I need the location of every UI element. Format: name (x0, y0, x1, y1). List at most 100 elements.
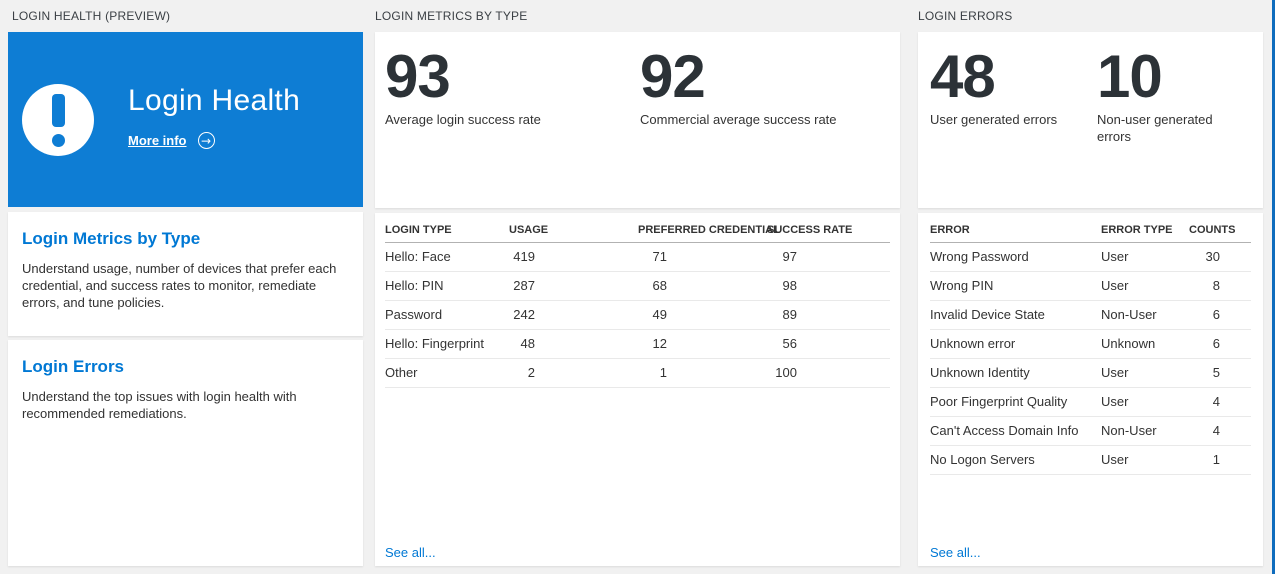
table-cell: Hello: PIN (385, 278, 444, 293)
table-cell: Wrong Password (930, 249, 1029, 264)
table-cell: 287 (513, 278, 535, 293)
nav-card-description: Understand usage, number of devices that… (22, 261, 337, 310)
see-all-link[interactable]: See all... (385, 545, 436, 560)
table-cell: Unknown (1101, 336, 1156, 351)
table-row: Unknown Identity User 5 (930, 358, 1251, 387)
table-cell: User (1101, 365, 1129, 380)
table-row: Password 242 49 89 (385, 300, 890, 329)
table-cell: User (1101, 394, 1129, 409)
login-metrics-table: LOGIN TYPE USAGE PREFERRED CREDENTIAL SU… (385, 218, 890, 388)
nav-card-description: Understand the top issues with login hea… (22, 389, 297, 421)
table-cell: 2 (527, 365, 535, 380)
table-cell: Wrong PIN (930, 278, 994, 293)
hero-body: Login Health More info → (128, 84, 300, 149)
stat-label: Commercial average success rate (640, 112, 837, 127)
table-cell: 98 (782, 278, 797, 293)
table-row: Wrong Password User 30 (930, 242, 1251, 271)
table-row: Other 2 1 100 (385, 358, 890, 387)
stat-value: 10 (1097, 43, 1163, 110)
table-cell: 8 (1212, 278, 1220, 293)
stat-commercial-average-success-rate: 92 Commercial average success rate (640, 43, 837, 128)
table-cell: 419 (513, 249, 535, 264)
stat-label: User generated errors (930, 112, 1058, 127)
nav-card-login-errors[interactable]: Login Errors Understand the top issues w… (8, 340, 363, 566)
adjacent-blade-edge-line (1272, 0, 1275, 574)
column-login-metrics: LOGIN METRICS BY TYPE 93 Average login s… (375, 0, 900, 574)
table-cell: Invalid Device State (930, 307, 1045, 322)
table-cell: 56 (782, 336, 797, 351)
see-all-link[interactable]: See all... (930, 545, 981, 560)
login-health-hero-card[interactable]: Login Health More info → (8, 32, 363, 207)
nav-card-title: Login Metrics by Type (22, 229, 201, 248)
stat-non-user-generated-errors: 10 Non-user generated errors (1097, 43, 1239, 145)
nav-card-login-metrics-by-type[interactable]: Login Metrics by Type Understand usage, … (8, 212, 363, 336)
table-cell: 48 (520, 336, 535, 351)
table-cell: 5 (1212, 365, 1220, 380)
table-cell: Unknown Identity (930, 365, 1030, 380)
table-cell: Password (385, 307, 443, 322)
column-header-error-type: ERROR TYPE (1101, 223, 1173, 236)
stat-average-login-success-rate: 93 Average login success rate (385, 43, 541, 128)
column-header-success-rate: SUCCESS RATE (767, 223, 853, 236)
table-row: Invalid Device State Non-User 6 (930, 300, 1251, 329)
more-info-link[interactable]: More info (128, 133, 187, 148)
table-cell: 30 (1205, 249, 1220, 264)
table-header-row: LOGIN TYPE USAGE PREFERRED CREDENTIAL SU… (385, 218, 890, 242)
table-cell: 4 (1212, 423, 1220, 438)
stat-label: Average login success rate (385, 112, 541, 127)
metrics-stat-card: 93 Average login success rate 92 Commerc… (375, 32, 900, 208)
column-header-preferred-credential: PREFERRED CREDENTIAL (638, 223, 780, 236)
errors-stat-card: 48 User generated errors 10 Non-user gen… (918, 32, 1263, 208)
table-row: Hello: Fingerprint 48 12 56 (385, 329, 890, 358)
hero-title: Login Health (128, 84, 301, 117)
table-row: Hello: Face 419 71 97 (385, 242, 890, 271)
stat-value: 92 (640, 43, 706, 110)
table-cell: 1 (1212, 452, 1220, 467)
table-cell: 12 (652, 336, 667, 351)
table-cell: Unknown error (930, 336, 1016, 351)
section-header-login-health: LOGIN HEALTH (PREVIEW) (12, 9, 171, 23)
table-header-row: ERROR ERROR TYPE COUNTS (930, 218, 1251, 242)
table-cell: 97 (782, 249, 797, 264)
section-header-login-errors: LOGIN ERRORS (918, 9, 1013, 23)
table-row: No Logon Servers User 1 (930, 445, 1251, 474)
stat-value: 93 (385, 43, 451, 110)
stat-label: Non-user generated errors (1097, 112, 1213, 144)
table-row: Poor Fingerprint Quality User 4 (930, 387, 1251, 416)
column-login-health: LOGIN HEALTH (PREVIEW) Login Health More… (8, 0, 363, 574)
table-cell: 68 (652, 278, 667, 293)
errors-table-card: ERROR ERROR TYPE COUNTS Wrong Password Us… (918, 213, 1263, 566)
exclamation-icon (22, 84, 94, 156)
column-header-error: ERROR (930, 223, 970, 236)
table-cell: 4 (1212, 394, 1220, 409)
table-cell: User (1101, 249, 1129, 264)
arrow-right-circle-icon[interactable]: → (197, 132, 215, 149)
nav-card-title: Login Errors (22, 357, 125, 376)
column-header-counts: COUNTS (1189, 223, 1236, 236)
table-cell: Hello: Fingerprint (385, 336, 484, 351)
section-header-login-metrics: LOGIN METRICS BY TYPE (375, 9, 528, 23)
column-header-usage: USAGE (509, 223, 549, 236)
table-cell: 89 (782, 307, 797, 322)
table-cell: Other (385, 365, 418, 380)
column-login-errors: LOGIN ERRORS 48 User generated errors 10… (918, 0, 1263, 574)
login-errors-table: ERROR ERROR TYPE COUNTS Wrong Password Us… (930, 218, 1251, 475)
table-cell: 242 (513, 307, 535, 322)
table-cell: No Logon Servers (930, 452, 1035, 467)
table-row: Can't Access Domain Info Non-User 4 (930, 416, 1251, 445)
stat-value: 48 (930, 43, 996, 110)
table-cell: Poor Fingerprint Quality (930, 394, 1068, 409)
table-cell: Non-User (1101, 423, 1157, 438)
table-cell: Can't Access Domain Info (930, 423, 1079, 438)
table-cell: 49 (652, 307, 667, 322)
column-header-login-type: LOGIN TYPE (385, 223, 452, 236)
stat-user-generated-errors: 48 User generated errors (930, 43, 1058, 128)
table-row: Hello: PIN 287 68 98 (385, 271, 890, 300)
table-cell: 1 (659, 365, 667, 380)
table-cell: 71 (652, 249, 667, 264)
table-cell: Non-User (1101, 307, 1157, 322)
table-cell: 6 (1212, 307, 1220, 322)
table-cell: 100 (775, 365, 797, 380)
table-row: Wrong PIN User 8 (930, 271, 1251, 300)
